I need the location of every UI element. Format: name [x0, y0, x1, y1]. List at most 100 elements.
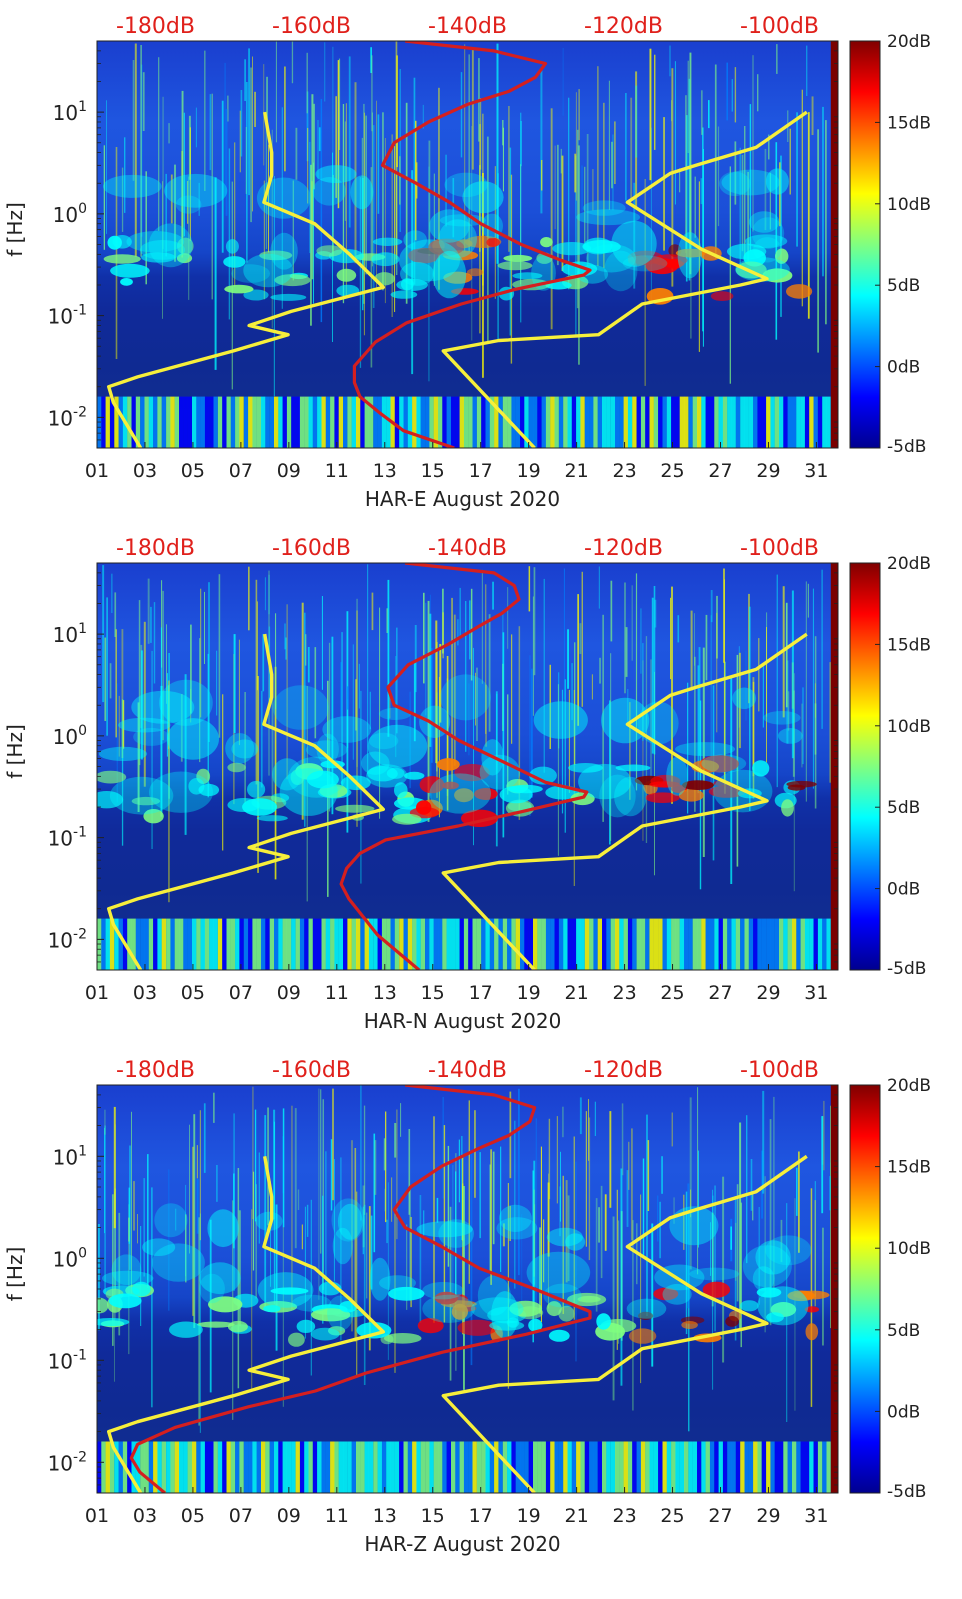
heatmap-cell [687, 682, 689, 814]
heatmap-cell [420, 1441, 426, 1493]
heatmap-cell [142, 1238, 176, 1256]
heatmap-cell [731, 1441, 736, 1493]
heatmap-cell [636, 396, 641, 448]
heatmap-cell [433, 918, 439, 970]
heatmap-cell [285, 637, 287, 660]
heatmap-cell [248, 48, 250, 196]
x-tick-label: 31 [804, 460, 828, 482]
heatmap-cell [310, 164, 312, 326]
heatmap-cell [479, 165, 481, 252]
heatmap-cell [690, 1189, 692, 1218]
colorbar-label: 0dB [887, 1402, 920, 1422]
heatmap-cell [562, 1175, 564, 1314]
heatmap-cell [584, 1441, 590, 1493]
heatmap-cell [291, 1294, 332, 1312]
heatmap-cell [657, 1195, 659, 1242]
heatmap-cell [350, 175, 374, 210]
heatmap-cell [580, 396, 585, 448]
heatmap-cell [692, 1441, 698, 1493]
heatmap-cell [451, 1303, 468, 1320]
heatmap-cell [601, 697, 650, 744]
heatmap-cell [530, 668, 533, 798]
colorbar [849, 40, 881, 449]
heatmap-cell [633, 182, 636, 289]
heatmap-cell [255, 1211, 283, 1231]
heatmap-cell [500, 1146, 502, 1272]
heatmap-cell [347, 1441, 352, 1493]
heatmap-cell [702, 647, 705, 857]
heatmap-cell [265, 396, 270, 448]
heatmap-cell [726, 243, 767, 260]
heatmap-cell [472, 396, 477, 448]
heatmap-cell [275, 613, 277, 709]
heatmap-cell [705, 396, 710, 448]
heatmap-cell [343, 918, 348, 970]
heatmap-cell [480, 98, 482, 170]
heatmap-cell [675, 742, 736, 757]
heatmap-cell [709, 918, 715, 970]
heatmap-cell [807, 583, 809, 618]
heatmap-cell [751, 217, 785, 250]
heatmap-cell [346, 699, 349, 749]
heatmap-cell [271, 129, 273, 329]
heatmap-cell [632, 1441, 637, 1493]
heatmap-cell [331, 636, 334, 815]
heatmap-cell [765, 168, 789, 195]
heatmap-cell [278, 396, 283, 448]
x-tick-label: 13 [373, 1505, 397, 1527]
heatmap-cell [351, 918, 357, 970]
heatmap-cell [653, 586, 656, 755]
heatmap-cell [766, 627, 767, 763]
heatmap-cell [372, 237, 403, 246]
heatmap-cell [327, 1295, 354, 1331]
heatmap-cell [524, 918, 529, 970]
heatmap-cell [200, 588, 202, 718]
heatmap-cell [481, 1441, 486, 1493]
heatmap-cell [408, 1129, 411, 1215]
x-tick-label: 03 [133, 460, 157, 482]
heatmap-cell [306, 91, 309, 162]
heatmap-cell [640, 608, 642, 674]
heatmap-cell [295, 918, 300, 970]
heatmap-cell [304, 1441, 309, 1493]
heatmap-cell [252, 1441, 257, 1493]
heatmap-cell [532, 1170, 534, 1343]
heatmap-cell [652, 254, 688, 267]
heatmap-cell [602, 918, 607, 970]
heatmap-cell [399, 1441, 404, 1493]
heatmap-cell [355, 679, 357, 731]
y-tick-label: 100 [53, 201, 87, 227]
heatmap-cell [822, 918, 827, 970]
heatmap-cell [399, 69, 401, 232]
heatmap-cell [341, 632, 343, 787]
heatmap-cell [200, 396, 205, 448]
heatmap-cell [233, 1173, 235, 1249]
heatmap-cell [399, 396, 404, 448]
heatmap-cell [109, 663, 112, 699]
heatmap-cell [792, 918, 797, 970]
heatmap-cell [524, 396, 529, 448]
heatmap-cell [647, 1140, 650, 1211]
heatmap-cell [550, 396, 555, 448]
heatmap-cell [464, 44, 466, 253]
heatmap-cell [381, 396, 387, 448]
heatmap-cell [183, 918, 188, 970]
heatmap-cell [496, 43, 499, 264]
heatmap-cell [234, 142, 236, 287]
x-tick-label: 09 [277, 460, 301, 482]
heatmap-cell [369, 691, 371, 730]
heatmap-cell [669, 45, 671, 77]
heatmap-cell [599, 657, 601, 684]
heatmap-cell [769, 1119, 772, 1326]
heatmap-cell [552, 242, 592, 256]
x-tick-label: 15 [421, 982, 445, 1004]
heatmap-cell [787, 1441, 792, 1493]
heatmap-cell [131, 396, 136, 448]
heatmap-cell [671, 1112, 673, 1147]
heatmap-cell [209, 1441, 214, 1493]
top-axis-label: -160dB [272, 14, 351, 39]
heatmap-cell [168, 123, 170, 144]
x-axis-label: HAR-Z August 2020 [364, 1532, 560, 1556]
heatmap-cell [295, 396, 300, 448]
heatmap-cell [735, 396, 741, 448]
